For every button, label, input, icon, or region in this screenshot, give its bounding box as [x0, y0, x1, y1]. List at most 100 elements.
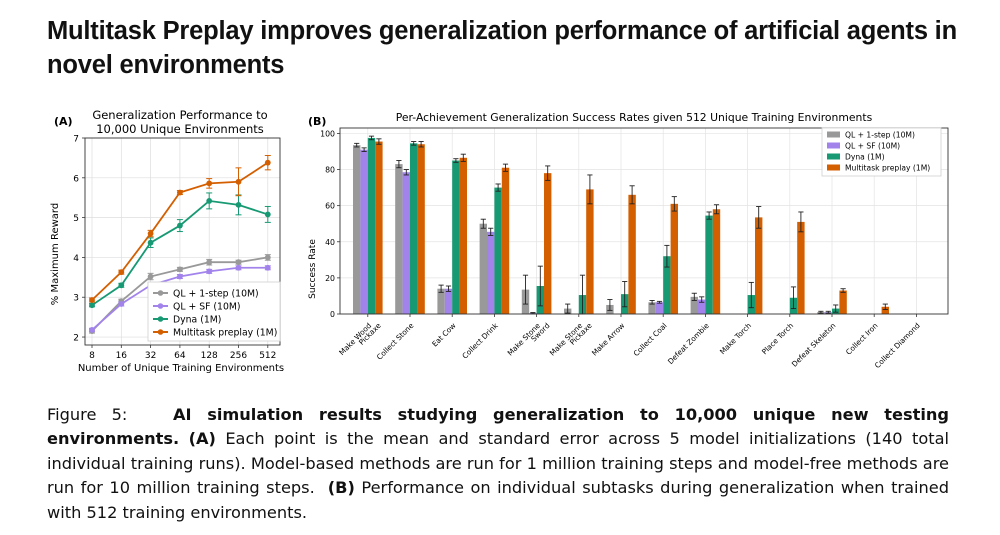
- data-point-sf: [89, 326, 95, 333]
- bar-sf: [402, 172, 410, 314]
- panel-b-ytick-label: 0: [330, 310, 335, 319]
- data-point-dyna: [177, 222, 183, 229]
- legend-marker-sf: [157, 303, 164, 309]
- data-point-ql: [177, 266, 183, 273]
- panel-a-ytick-label: 6: [73, 174, 79, 184]
- legend-marker-preplay: [157, 329, 164, 335]
- caption-headline: AI simulation results studying generaliz…: [47, 405, 949, 449]
- bar-preplay: [459, 157, 467, 314]
- data-point-sf: [235, 264, 242, 271]
- bar-ql: [353, 145, 361, 314]
- legend-label-dyna: Dyna (1M): [173, 315, 221, 326]
- bar-dyna: [705, 215, 713, 314]
- legend-box: [821, 127, 942, 177]
- figure-caption: Figure 5: AI simulation results studying…: [47, 403, 949, 525]
- panel-a: (A) Generalization Performance to 10,000…: [50, 108, 284, 374]
- panel-b-ytick-label: 100: [320, 129, 335, 138]
- figure-5: (A) Generalization Performance to 10,000…: [50, 108, 949, 374]
- panel-a-xlabel: Number of Unique Training Environments: [78, 363, 284, 374]
- panel-b-category-label: Make Arrow: [590, 321, 627, 358]
- panel-b-ylabel: Success Rate: [308, 239, 318, 299]
- data-point-ql: [264, 254, 271, 261]
- panel-b-category-label: Defeat Skeleton: [790, 321, 838, 369]
- caption-figure-label: Figure 5:: [47, 405, 128, 424]
- data-point-dyna: [147, 239, 154, 246]
- legend-swatch-sf: [827, 142, 840, 149]
- data-point-dyna: [89, 302, 95, 309]
- caption-b-label: (B): [327, 478, 355, 498]
- bar-dyna: [494, 187, 502, 314]
- legend-swatch-preplay: [827, 164, 840, 171]
- data-point-dyna: [235, 201, 242, 208]
- bar-dyna: [367, 137, 376, 314]
- panel-a-title-line-2: 10,000 Unique Environments: [96, 122, 264, 136]
- panel-a-axes: 2 3 4 5 6 7 8 16 32 64 128 256 512: [73, 135, 281, 361]
- legend-marker-dyna: [157, 316, 164, 322]
- bar-preplay: [755, 217, 763, 314]
- panel-b: (B) Per-Achievement Generalization Succe…: [308, 111, 949, 370]
- panel-a-xtick-label: 128: [201, 351, 218, 361]
- panel-b-legend: QL + 1-step (10M) QL + SF (10M) Dyna (1M…: [821, 127, 942, 177]
- panel-b-ytick-label: 60: [325, 202, 335, 211]
- bar-preplay: [839, 290, 847, 314]
- bar-preplay: [586, 189, 594, 314]
- panel-a-ytick-label: 3: [73, 294, 79, 304]
- panel-a-ylabel: % Maximum Reward: [50, 203, 61, 305]
- bar-sf: [655, 302, 664, 314]
- legend-marker-ql: [157, 290, 164, 296]
- panel-a-xtick-label: 16: [116, 351, 128, 361]
- bar-preplay: [544, 173, 552, 314]
- data-point-preplay: [235, 178, 242, 185]
- bar-ql: [479, 223, 487, 314]
- legend-label-preplay: Multitask preplay (1M): [173, 328, 277, 339]
- bar-preplay: [670, 203, 678, 314]
- legend-box: [147, 281, 281, 342]
- bar-preplay: [881, 306, 889, 314]
- panel-a-frame: [84, 137, 281, 346]
- legend-label-preplay: Multitask preplay (1M): [845, 164, 930, 173]
- panel-a-xtick-label: 32: [145, 351, 156, 361]
- caption-a-text: Each point is the mean and standard erro…: [47, 429, 949, 498]
- panel-a-ytick-label: 4: [73, 254, 79, 264]
- panel-b-title: Per-Achievement Generalization Success R…: [396, 111, 873, 124]
- bar-dyna: [452, 160, 460, 314]
- panel-b-ytick-label: 80: [325, 166, 335, 175]
- bar-sf: [444, 288, 453, 314]
- legend-label-ql: QL + 1-step (10M): [173, 289, 259, 300]
- caption-a-label: (A): [188, 429, 216, 449]
- data-point-dyna: [206, 197, 213, 204]
- panel-a-ytick-label: 5: [73, 214, 79, 224]
- panel-a-xtick-label: 256: [230, 351, 247, 361]
- bar-preplay: [712, 209, 721, 314]
- panel-a-ytick-label: 2: [73, 334, 79, 344]
- data-point-sf: [177, 273, 183, 280]
- data-point-ql: [147, 273, 154, 280]
- panel-a-xtick-label: 64: [174, 351, 186, 361]
- panel-b-category-label: Collect Iron: [844, 321, 880, 357]
- bar-preplay: [417, 144, 425, 314]
- bar-preplay: [797, 221, 805, 314]
- panel-a-label: (A): [54, 115, 73, 128]
- bar-ql: [648, 302, 656, 314]
- panel-a-xtick-label: 8: [89, 351, 95, 361]
- data-point-ql: [206, 259, 213, 266]
- panel-b-label: (B): [308, 115, 326, 128]
- panel-a-title-line-1: Generalization Performance to: [92, 108, 267, 122]
- bar-ql: [437, 288, 445, 314]
- data-point-sf: [206, 268, 213, 275]
- panel-b-ytick-label: 20: [325, 274, 335, 283]
- legend-label-sf: QL + SF (10M): [173, 302, 241, 313]
- bar-sf: [360, 149, 368, 314]
- bar-dyna: [663, 256, 671, 314]
- data-point-preplay: [264, 159, 271, 166]
- panel-b-category-label: Eat Cow: [430, 321, 457, 348]
- bar-preplay: [628, 194, 636, 314]
- bar-sf: [487, 231, 495, 314]
- bar-ql: [395, 164, 403, 314]
- panel-a-xtick-label: 512: [259, 351, 276, 361]
- data-point-sf: [264, 264, 271, 271]
- panel-a-legend: QL + 1-step (10M) QL + SF (10M) Dyna (1M…: [147, 281, 281, 342]
- data-point-sf: [118, 301, 125, 307]
- panel-b-category-label: Collect Coal: [632, 321, 669, 358]
- legend-label-ql: QL + 1-step (10M): [845, 131, 915, 140]
